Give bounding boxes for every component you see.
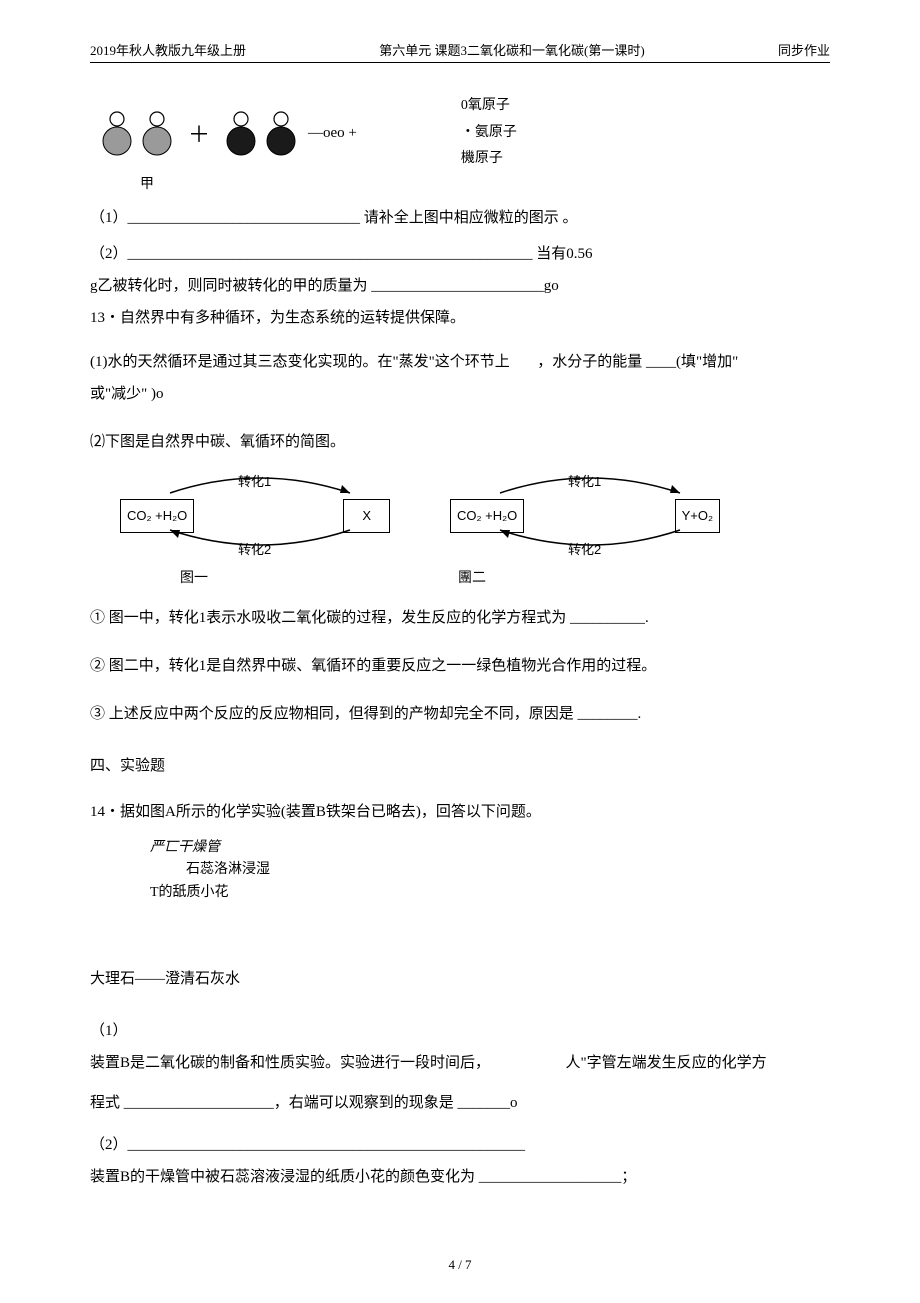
cycle-diagram-1: 转化1 CO₂ +H₂O X 转化2 [120, 469, 400, 559]
cycle-diagrams: 转化1 CO₂ +H₂O X 转化2 转化1 CO₂ +H₂O Y+O₂ [120, 469, 830, 559]
q13-2: ⑵下图是自然界中碳、氧循环的简图。 [90, 427, 830, 457]
q14-2a: （2）_____________________________________… [90, 1130, 830, 1160]
cycle2-top-label: 转化1 [568, 469, 601, 495]
cycle1-top-label: 转化1 [238, 469, 271, 495]
cycle1-caption: 图一 [180, 565, 208, 593]
molecule-gray-2-icon [140, 109, 174, 157]
q13-1b: ，水分子的能量 ____(填"增加" [537, 354, 738, 370]
q-sub2b: g乙被转化时，则同时被转化的甲的质量为 ____________________… [90, 271, 830, 301]
molecule-diagram: ＋ —oeo + 0氧原子 ・氨原子 機原子 [100, 98, 830, 168]
q13-sub1: ① 图一中，转化1表示水吸收二氧化碳的过程，发生反应的化学方程式为 ______… [90, 603, 830, 633]
q-sub1: （1）_______________________________ 请补全上图… [90, 203, 830, 233]
exp-line-2: 石蕊洛淋浸湿 [186, 859, 830, 881]
q13-sub2: ② 图二中，转化1是自然界中碳、氧循环的重要反应之一一绿色植物光合作用的过程。 [90, 651, 830, 681]
jia-label: 甲 [140, 173, 830, 193]
arrow-text: —oeo + [308, 125, 357, 142]
exp-line-1: 严匸干燥管 [150, 837, 830, 859]
exp-line-3: T的舐质小花 [150, 882, 830, 904]
q14-1d: 程式 ____________________，右端可以观察到的现象是 ____… [90, 1088, 830, 1118]
q13-1a: (1)水的天然循环是通过其三态变化实现的。在"蒸发"这个环节上 [90, 354, 510, 370]
q-sub2a: （2）_____________________________________… [90, 239, 830, 269]
q13-1c: 或"减少" )o [90, 379, 830, 409]
legend-nitrogen: ・氨原子 [461, 120, 517, 147]
q14-1-num: （1） [90, 1016, 830, 1046]
section-4-title: 四、实验题 [90, 751, 830, 781]
cycle2-caption: 團二 [458, 565, 486, 593]
legend-carbon: 機原子 [461, 146, 517, 173]
cycle1-bot-label: 转化2 [238, 537, 271, 563]
page-header: 2019年秋人教版九年级上册 第六单元 课题3二氧化碳和一氧化碳(第一课时) 同… [90, 40, 830, 63]
cycle-captions: 图一 團二 [180, 565, 830, 593]
molecule-gray-1-icon [100, 109, 134, 157]
molecule-pair-gray [100, 109, 174, 157]
q14-1c: 人"字管左端发生反应的化学方 [566, 1055, 767, 1071]
cycle2-bot-label: 转化2 [568, 537, 601, 563]
legend-oxygen: 0氧原子 [461, 93, 517, 120]
q13-sub3: ③ 上述反应中两个反应的反应物相同，但得到的产物却完全不同，原因是 ______… [90, 699, 830, 729]
header-left: 2019年秋人教版九年级上册 [90, 40, 246, 59]
q14-2b: 装置B的干燥管中被石蕊溶液浸湿的纸质小花的颜色变化为 _____________… [90, 1162, 830, 1192]
q13-1: (1)水的天然循环是通过其三态变化实现的。在"蒸发"这个环节上 ，水分子的能量 … [90, 347, 830, 377]
marble-line: 大理石――澄清石灰水 [90, 964, 830, 994]
q14-1-line: 装置B是二氧化碳的制备和性质实验。实验进行一段时间后， 人"字管左端发生反应的化… [90, 1048, 830, 1078]
cycle-diagram-2: 转化1 CO₂ +H₂O Y+O₂ 转化2 [450, 469, 730, 559]
page-footer: 4 / 7 [0, 1257, 920, 1273]
header-right: 同步作业 [778, 40, 830, 59]
q14-1b: 装置B是二氧化碳的制备和性质实验。实验进行一段时间后， [90, 1055, 490, 1071]
molecule-black-2-icon [264, 109, 298, 157]
q13: 13・自然界中有多种循环，为生态系统的运转提供保障。 [90, 303, 830, 333]
molecule-black-1-icon [224, 109, 258, 157]
plus-sign: ＋ [188, 117, 210, 149]
header-mid: 第六单元 课题3二氧化碳和一氧化碳(第一课时) [379, 40, 644, 59]
experiment-labels: 严匸干燥管 石蕊洛淋浸湿 T的舐质小花 [150, 837, 830, 904]
q14: 14・据如图A所示的化学实验(装置B铁架台已略去)，回答以下问题。 [90, 797, 830, 827]
atom-legend: 0氧原子 ・氨原子 機原子 [461, 93, 517, 173]
molecule-pair-black [224, 109, 298, 157]
